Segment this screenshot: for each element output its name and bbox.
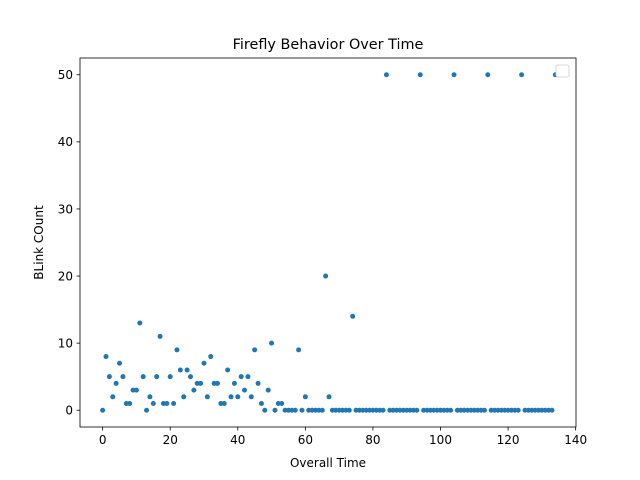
data-point: [235, 394, 241, 400]
data-point: [187, 374, 193, 380]
data-point: [326, 394, 332, 400]
x-tick-label: 20: [163, 433, 178, 447]
data-point: [248, 394, 254, 400]
y-tick-label: 20: [58, 269, 73, 283]
y-tick-label: 30: [58, 202, 73, 216]
data-point: [292, 407, 298, 413]
data-point: [245, 374, 251, 380]
data-point: [171, 401, 177, 407]
data-point: [140, 374, 146, 380]
data-point: [272, 407, 278, 413]
data-point: [228, 394, 234, 400]
data-point: [147, 394, 153, 400]
data-point: [258, 401, 264, 407]
data-point: [208, 354, 214, 360]
data-point: [154, 374, 160, 380]
data-point: [417, 72, 423, 78]
data-point: [262, 407, 268, 413]
data-point: [299, 407, 305, 413]
data-point: [120, 374, 126, 380]
data-point: [515, 407, 521, 413]
legend-box: [555, 64, 570, 78]
data-point: [157, 333, 163, 339]
data-point: [346, 407, 352, 413]
data-point: [127, 401, 133, 407]
data-point: [117, 360, 123, 366]
data-point: [215, 380, 221, 386]
data-points: [100, 72, 558, 413]
data-point: [269, 340, 275, 346]
data-point: [350, 313, 356, 319]
data-point: [113, 380, 119, 386]
data-point: [150, 401, 156, 407]
data-point: [225, 367, 231, 373]
data-point: [383, 72, 389, 78]
data-point: [198, 380, 204, 386]
data-point: [177, 367, 183, 373]
data-point: [174, 347, 180, 353]
data-point: [201, 360, 207, 366]
data-point: [242, 387, 248, 393]
data-point: [549, 407, 555, 413]
x-tick-label: 40: [230, 433, 245, 447]
y-tick-label: 10: [58, 336, 73, 350]
data-point: [380, 407, 386, 413]
data-point: [110, 394, 116, 400]
data-point: [221, 401, 227, 407]
data-point: [451, 72, 457, 78]
data-point: [144, 407, 150, 413]
chart-title: Firefly Behavior Over Time: [233, 37, 424, 53]
y-tick-label: 40: [58, 135, 73, 149]
data-point: [323, 273, 329, 279]
data-point: [167, 374, 173, 380]
data-point: [296, 347, 302, 353]
data-point: [133, 387, 139, 393]
data-point: [103, 354, 109, 360]
data-point: [231, 380, 237, 386]
data-point: [252, 347, 258, 353]
plot-frame: [79, 57, 577, 428]
data-point: [204, 394, 210, 400]
y-axis-ticks: 0 10 20 30 40 50: [58, 68, 80, 418]
y-tick-label: 0: [65, 404, 73, 418]
data-point: [184, 367, 190, 373]
x-tick-label: 100: [429, 433, 452, 447]
data-point: [181, 394, 187, 400]
x-axis-ticks: 0 20 40 60 80 100 120 140: [99, 427, 587, 447]
x-tick-label: 140: [564, 433, 587, 447]
x-tick-label: 60: [298, 433, 313, 447]
data-point: [164, 401, 170, 407]
data-point: [100, 407, 106, 413]
data-point: [414, 407, 420, 413]
data-point: [137, 320, 143, 326]
data-point: [319, 407, 325, 413]
data-point: [191, 387, 197, 393]
data-point: [106, 374, 112, 380]
data-point: [238, 374, 244, 380]
x-tick-label: 120: [497, 433, 520, 447]
x-tick-label: 80: [365, 433, 380, 447]
data-point: [448, 407, 454, 413]
data-point: [279, 401, 285, 407]
data-point: [519, 72, 525, 78]
x-tick-label: 0: [99, 433, 107, 447]
data-point: [485, 72, 491, 78]
data-point: [255, 380, 261, 386]
y-tick-label: 50: [58, 68, 73, 82]
x-axis-label: Overall Time: [290, 456, 366, 470]
data-point: [302, 394, 308, 400]
y-axis-label: BLink COunt: [32, 205, 46, 280]
data-point: [481, 407, 487, 413]
data-point: [265, 387, 271, 393]
